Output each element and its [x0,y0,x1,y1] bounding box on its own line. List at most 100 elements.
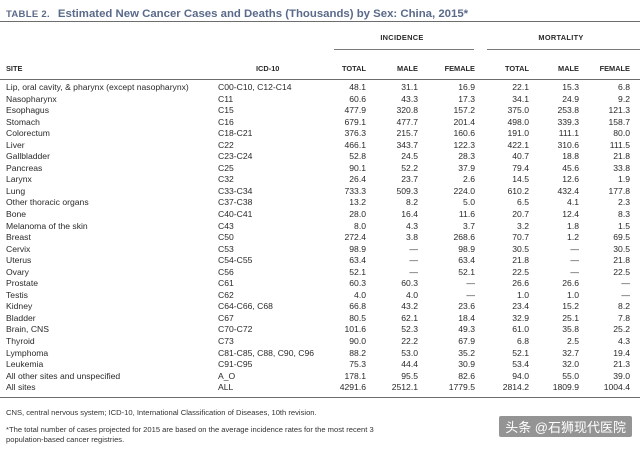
mort-total-cell: 191.0 [507,128,529,139]
mort-total-cell: 498.0 [507,116,529,127]
icd-cell: A_O [218,370,236,381]
table-row: Cervix C53 98.9 — 98.9 30.5 — 30.5 [0,244,640,256]
icd-cell: C32 [218,174,234,185]
header-inc-male: MALE [397,64,418,73]
inc-female-cell: 122.3 [453,139,475,150]
mort-total-cell: 20.7 [512,209,529,220]
site-cell: Colorectum [6,128,50,139]
table-row: Lip, oral cavity, & pharynx (except naso… [0,82,640,94]
site-cell: Leukemia [6,359,44,370]
icd-cell: C53 [218,243,234,254]
inc-total-cell: 733.3 [344,185,366,196]
inc-male-cell: 62.1 [401,312,418,323]
inc-total-cell: 679.1 [344,116,366,127]
inc-male-cell: 215.7 [396,128,418,139]
table-row: Liver C22 466.1 343.7 122.3 422.1 310.6 111.5 [0,140,640,152]
mort-male-cell: 24.9 [562,93,579,104]
mort-male-cell: — [570,243,579,254]
icd-cell: C16 [218,116,234,127]
table-row: Bone C40-C41 28.0 16.4 11.6 20.7 12.4 8.3 [0,209,640,221]
inc-total-cell: 178.1 [344,370,366,381]
icd-cell: C61 [218,278,234,289]
site-cell: Uterus [6,255,32,266]
inc-male-cell: 509.3 [396,185,418,196]
icd-cell: C73 [218,336,234,347]
inc-female-cell: — [466,289,475,300]
icd-cell: C64-C66, C68 [218,301,273,312]
mort-male-cell: 339.3 [557,116,579,127]
site-cell: Bladder [6,312,36,323]
inc-total-cell: 477.9 [344,105,366,116]
inc-total-cell: 60.3 [349,278,366,289]
inc-female-cell: 17.3 [458,93,475,104]
icd-cell: C18-C21 [218,128,253,139]
site-cell: Cervix [6,243,31,254]
inc-male-cell: 4.3 [406,220,418,231]
icd-cell: C50 [218,232,234,243]
inc-male-cell: 2512.1 [391,382,418,393]
mort-total-cell: 22.5 [512,266,529,277]
table-body: Lip, oral cavity, & pharynx (except naso… [0,82,640,394]
table-number: TABLE 2. [6,9,50,20]
site-cell: Other thoracic organs [6,197,89,208]
site-cell: Esophagus [6,105,50,116]
mort-total-cell: 34.1 [512,93,529,104]
inc-total-cell: 90.1 [349,162,366,173]
inc-female-cell: 23.6 [458,301,475,312]
abbreviations-note: CNS, central nervous system; ICD-10, Int… [6,408,317,417]
inc-male-cell: 320.8 [396,105,418,116]
inc-male-cell: 43.3 [401,93,418,104]
mort-male-cell: — [570,266,579,277]
mort-male-cell: 45.6 [562,162,579,173]
mort-female-cell: 69.5 [613,232,630,243]
inc-male-cell: 8.2 [406,197,418,208]
table-row: Stomach C16 679.1 477.7 201.4 498.0 339.3 158.7 [0,117,640,129]
mort-total-cell: 23.4 [512,301,529,312]
icd-cell: C25 [218,162,234,173]
mort-female-cell: 121.3 [608,105,630,116]
mort-total-cell: 3.2 [517,220,529,231]
table-row: Thyroid C73 90.0 22.2 67.9 6.8 2.5 4.3 [0,336,640,348]
inc-female-cell: 268.6 [453,232,475,243]
site-cell: Stomach [6,116,40,127]
mort-female-cell: 21.8 [613,151,630,162]
inc-female-cell: — [466,278,475,289]
mort-female-cell: 30.5 [613,243,630,254]
site-cell: Kidney [6,301,33,312]
table-row: Bladder C67 80.5 62.1 18.4 32.9 25.1 7.8 [0,313,640,325]
site-cell: Lymphoma [6,347,49,358]
inc-male-cell: — [409,255,418,266]
site-cell: Ovary [6,266,29,277]
inc-total-cell: 80.5 [349,312,366,323]
mort-total-cell: 6.8 [517,336,529,347]
mort-male-cell: 32.0 [562,359,579,370]
mort-male-cell: 4.1 [567,197,579,208]
table-title: TABLE 2. Estimated New Cancer Cases and D… [6,4,468,22]
watermark: 头条 @石狮现代医院 [499,416,632,437]
inc-female-cell: 30.9 [458,359,475,370]
site-cell: Liver [6,139,25,150]
inc-total-cell: 90.0 [349,336,366,347]
inc-female-cell: 98.9 [458,243,475,254]
mort-male-cell: — [570,255,579,266]
mort-female-cell: 80.0 [613,128,630,139]
inc-female-cell: 63.4 [458,255,475,266]
mort-total-cell: 94.0 [512,370,529,381]
site-cell: Melanoma of the skin [6,220,88,231]
mort-male-cell: 1.8 [567,220,579,231]
inc-female-cell: 49.3 [458,324,475,335]
inc-female-cell: 2.6 [463,174,475,185]
mortality-group-header: MORTALITY [538,33,584,42]
table-row: All sites ALL 4291.6 2512.1 1779.5 2814.2 1809… [0,382,640,394]
mort-total-cell: 79.4 [512,162,529,173]
mort-female-cell: 33.8 [613,162,630,173]
top-rule [0,21,640,22]
mort-total-cell: 6.5 [517,197,529,208]
icd-cell: C91-C95 [218,359,253,370]
mort-female-cell: 2.3 [618,197,630,208]
inc-female-cell: 5.0 [463,197,475,208]
table-row: Pancreas C25 90.1 52.2 37.9 79.4 45.6 33.8 [0,163,640,175]
mort-male-cell: 55.0 [562,370,579,381]
inc-male-cell: 477.7 [396,116,418,127]
icd-cell: C70-C72 [218,324,253,335]
